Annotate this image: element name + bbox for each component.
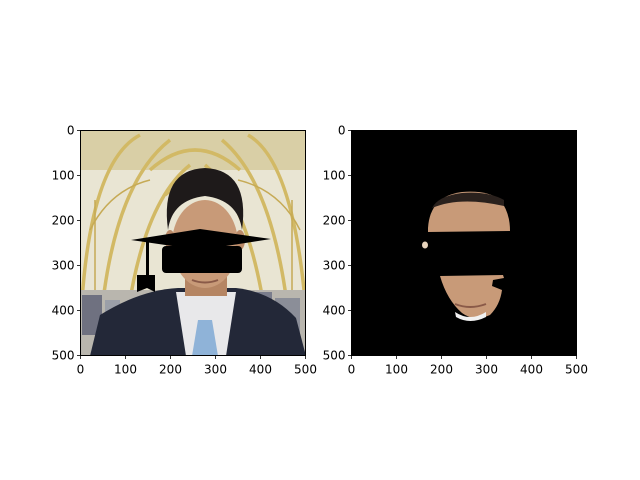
right-y-tick-label: 300	[323, 259, 346, 273]
left-photo	[80, 130, 306, 356]
left-y-tick-label: 300	[52, 259, 75, 273]
left-x-tick-label: 300	[204, 363, 227, 377]
right-y-tick-label: 500	[323, 349, 346, 363]
right-x-tick-label: 400	[520, 363, 543, 377]
left-x-tick-label: 400	[249, 363, 272, 377]
left-x-tick-label: 100	[114, 363, 137, 377]
right-y-tick-label: 200	[323, 214, 346, 228]
left-y-tick-label: 400	[52, 304, 75, 318]
left-y-tick-label: 500	[52, 349, 75, 363]
left-axes-frame	[80, 130, 306, 356]
left-x-tick-label: 200	[159, 363, 182, 377]
right-y-tick-label: 400	[323, 304, 346, 318]
left-x-tick-label: 500	[294, 363, 317, 377]
left-y-tick-label: 0	[67, 124, 75, 138]
left-y-tick-label: 100	[52, 169, 75, 183]
right-y-tick-label: 100	[323, 169, 346, 183]
right-x-tick-label: 0	[348, 363, 356, 377]
right-x-tick-label: 500	[565, 363, 588, 377]
left-x-tick-label: 0	[77, 363, 85, 377]
right-x-tick-label: 300	[475, 363, 498, 377]
right-y-tick-label: 0	[338, 124, 346, 138]
right-segmented-face	[351, 130, 577, 356]
right-x-tick-label: 200	[430, 363, 453, 377]
right-axes-frame	[351, 130, 577, 356]
left-y-tick-label: 200	[52, 214, 75, 228]
right-x-tick-label: 100	[385, 363, 408, 377]
